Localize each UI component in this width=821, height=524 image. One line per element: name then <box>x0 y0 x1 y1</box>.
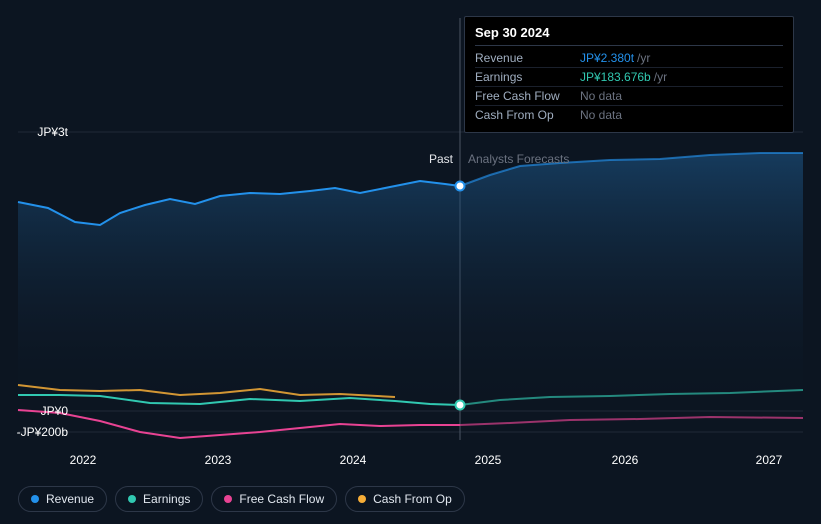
x-axis-label: 2024 <box>340 453 367 467</box>
x-axis-label: 2025 <box>475 453 502 467</box>
past-section-label: Past <box>429 152 453 166</box>
chart-legend: Revenue Earnings Free Cash Flow Cash From O… <box>18 486 465 512</box>
legend-dot-icon <box>224 495 232 503</box>
x-axis-label: 2022 <box>70 453 97 467</box>
y-axis-label: -JP¥200b <box>8 425 68 439</box>
legend-dot-icon <box>31 495 39 503</box>
tooltip-row-label: Cash From Op <box>475 108 580 122</box>
tooltip-row-label: Revenue <box>475 51 580 65</box>
tooltip-row-suffix: /yr <box>654 70 667 84</box>
x-axis-label: 2023 <box>205 453 232 467</box>
y-axis-label: JP¥0 <box>8 404 68 418</box>
tooltip-row-value: No data <box>580 108 622 122</box>
tooltip-row-label: Free Cash Flow <box>475 89 580 103</box>
x-axis-label: 2027 <box>756 453 783 467</box>
legend-item-label: Cash From Op <box>373 492 452 506</box>
tooltip-row-suffix: /yr <box>637 51 650 65</box>
tooltip-row: RevenueJP¥2.380t/yr <box>475 49 783 68</box>
tooltip-date: Sep 30 2024 <box>475 25 783 46</box>
legend-item-earnings[interactable]: Earnings <box>115 486 203 512</box>
legend-item-cash-from-op[interactable]: Cash From Op <box>345 486 465 512</box>
tooltip-row-value: No data <box>580 89 622 103</box>
tooltip-row-value: JP¥2.380t <box>580 51 634 65</box>
legend-dot-icon <box>128 495 136 503</box>
tooltip-row: Cash From OpNo data <box>475 106 783 124</box>
legend-dot-icon <box>358 495 366 503</box>
legend-item-label: Free Cash Flow <box>239 492 324 506</box>
financials-chart: JP¥3t JP¥0 -JP¥200b 2022 2023 2024 2025 2026 20… <box>0 0 821 524</box>
tooltip-row: EarningsJP¥183.676b/yr <box>475 68 783 87</box>
forecast-section-label: Analysts Forecasts <box>468 152 569 166</box>
tooltip-row-label: Earnings <box>475 70 580 84</box>
legend-item-label: Revenue <box>46 492 94 506</box>
tooltip-row-value: JP¥183.676b <box>580 70 651 84</box>
chart-tooltip: Sep 30 2024 RevenueJP¥2.380t/yrEarningsJ… <box>464 16 794 133</box>
legend-item-label: Earnings <box>143 492 190 506</box>
y-axis-label: JP¥3t <box>8 125 68 139</box>
tooltip-row: Free Cash FlowNo data <box>475 87 783 106</box>
x-axis-label: 2026 <box>612 453 639 467</box>
legend-item-revenue[interactable]: Revenue <box>18 486 107 512</box>
legend-item-free-cash-flow[interactable]: Free Cash Flow <box>211 486 337 512</box>
